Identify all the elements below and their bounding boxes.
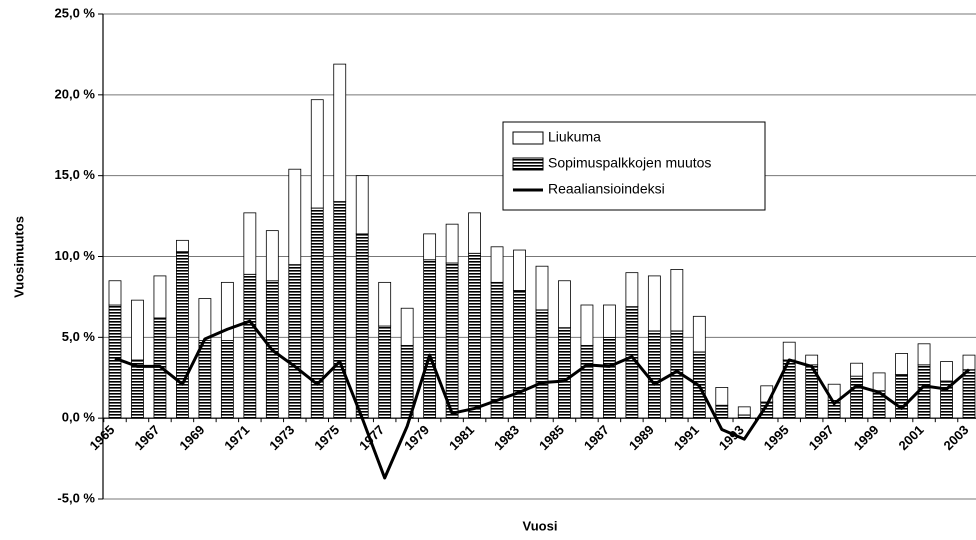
legend-label: Sopimuspalkkojen muutos [548,155,711,171]
bar [917,343,931,366]
x-tick-label: 1987 [581,422,612,453]
x-tick-label: 1971 [221,422,252,453]
bar [176,239,189,253]
x-tick-label: 2003 [940,422,971,453]
y-tick-label: 0,0 % [62,410,96,425]
bar [400,345,414,419]
bar [265,230,279,282]
bar [535,265,549,311]
x-tick-label: 1977 [356,422,387,453]
y-tick-label: 25,0 % [55,5,96,20]
bar [423,259,437,419]
bar [288,264,302,419]
bar [310,99,324,209]
bar [782,341,796,361]
bar [647,330,661,419]
x-tick-label: 1995 [761,422,792,453]
bar [872,372,886,392]
bar [288,168,302,265]
bar [220,281,234,341]
x-tick-label: 1989 [626,422,657,453]
bar [603,336,616,419]
legend-label: Liukuma [548,129,601,145]
legend-swatch [512,157,544,171]
bar [625,272,639,308]
bar [962,354,976,371]
bar [513,249,526,291]
bar [715,404,729,419]
x-tick-label: 1997 [806,422,837,453]
bar [692,315,706,353]
bar [445,262,459,419]
bar [895,353,908,375]
bar [176,251,189,419]
bar [243,212,257,275]
bar [558,327,571,419]
x-tick-label: 1969 [176,422,207,453]
bar [423,233,437,261]
x-axis-title: Vuosi [523,518,558,533]
bar [805,354,819,366]
bar [737,406,751,416]
bar [558,280,571,329]
bar [580,304,594,346]
bar [580,345,594,419]
x-tick-label: 1985 [536,422,567,453]
y-tick-label: -5,0 % [57,490,95,505]
bar [355,175,369,235]
bar [468,252,481,419]
y-tick-label: 5,0 % [62,329,96,344]
legend: Liukuma Sopimuspalkkojen muutos Reaaliansi… [502,121,766,211]
x-tick-label: 1975 [311,422,342,453]
bar [850,362,864,377]
bar [310,207,324,419]
legend-label: Reaaliansioindeksi [548,181,665,197]
y-axis-title: Vuosimuutos [11,216,26,298]
bar [940,361,953,382]
x-tick-label: 1973 [266,422,297,453]
line [114,319,970,480]
y-tick-label: 20,0 % [55,86,96,101]
x-tick-label: 1999 [851,422,882,453]
bar [355,233,369,419]
bar [490,246,504,283]
bar [647,275,661,332]
x-tick-label: 2001 [896,422,927,453]
bar [131,359,144,419]
bar [220,340,234,419]
bar [108,304,122,419]
x-tick-label: 1983 [491,422,522,453]
x-tick-label: 1965 [86,422,117,453]
bar [850,375,864,419]
bar [243,273,257,419]
legend-swatch [512,131,544,145]
legend-box [502,121,766,211]
bar [895,374,908,419]
bar [445,223,459,264]
x-tick-label: 1981 [446,422,477,453]
bar [670,269,684,332]
bar [378,325,392,419]
bar [603,304,616,338]
bar [153,275,167,319]
bar [535,309,549,419]
x-tick-label: 1967 [131,422,162,453]
x-tick-label: 1991 [671,422,702,453]
bar [715,387,729,406]
bar [131,299,144,361]
bar [108,280,122,306]
bar [378,281,392,327]
bar [333,63,347,202]
bar [962,369,976,419]
y-tick-label: 15,0 % [55,167,96,182]
bar [333,201,347,419]
bar [400,307,414,346]
bar [513,290,526,419]
bar [198,340,212,419]
bar [198,298,212,341]
bar [468,212,481,254]
y-tick-label: 10,0 % [55,248,96,263]
